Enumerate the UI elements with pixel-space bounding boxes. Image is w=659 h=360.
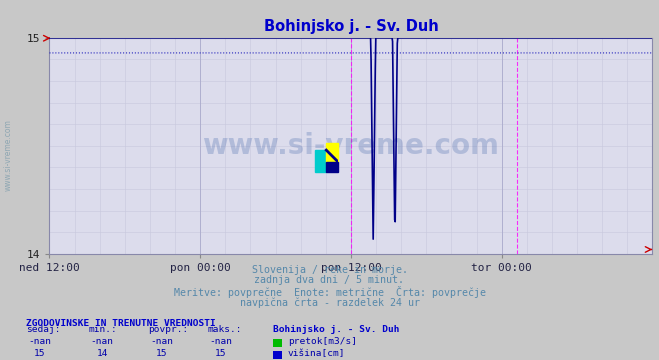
Text: 15: 15 xyxy=(156,349,167,358)
Text: ZGODOVINSKE IN TRENUTNE VREDNOSTI: ZGODOVINSKE IN TRENUTNE VREDNOSTI xyxy=(26,319,216,328)
Bar xyxy=(326,162,338,172)
Text: Slovenija / reke in morje.: Slovenija / reke in morje. xyxy=(252,265,407,275)
Text: www.si-vreme.com: www.si-vreme.com xyxy=(3,119,13,191)
Text: pretok[m3/s]: pretok[m3/s] xyxy=(288,337,357,346)
Text: -nan: -nan xyxy=(150,337,173,346)
Text: 14: 14 xyxy=(96,349,108,358)
Text: -nan: -nan xyxy=(210,337,232,346)
Bar xyxy=(326,143,338,162)
Text: 15: 15 xyxy=(215,349,227,358)
Text: zadnja dva dni / 5 minut.: zadnja dva dni / 5 minut. xyxy=(254,275,405,285)
Text: višina[cm]: višina[cm] xyxy=(288,349,345,358)
Text: 15: 15 xyxy=(34,349,45,358)
Text: maks.:: maks.: xyxy=(208,325,242,334)
Text: Bohinjsko j. - Sv. Duh: Bohinjsko j. - Sv. Duh xyxy=(273,325,400,334)
Text: min.:: min.: xyxy=(89,325,118,334)
Text: -nan: -nan xyxy=(91,337,113,346)
Text: navpična črta - razdelek 24 ur: navpična črta - razdelek 24 ur xyxy=(239,297,420,307)
Bar xyxy=(315,150,326,172)
Text: -nan: -nan xyxy=(28,337,51,346)
Text: Meritve: povprečne  Enote: metrične  Črta: povprečje: Meritve: povprečne Enote: metrične Črta:… xyxy=(173,286,486,298)
Text: www.si-vreme.com: www.si-vreme.com xyxy=(202,132,500,160)
Title: Bohinjsko j. - Sv. Duh: Bohinjsko j. - Sv. Duh xyxy=(264,19,438,34)
Text: povpr.:: povpr.: xyxy=(148,325,188,334)
Text: sedaj:: sedaj: xyxy=(26,325,61,334)
